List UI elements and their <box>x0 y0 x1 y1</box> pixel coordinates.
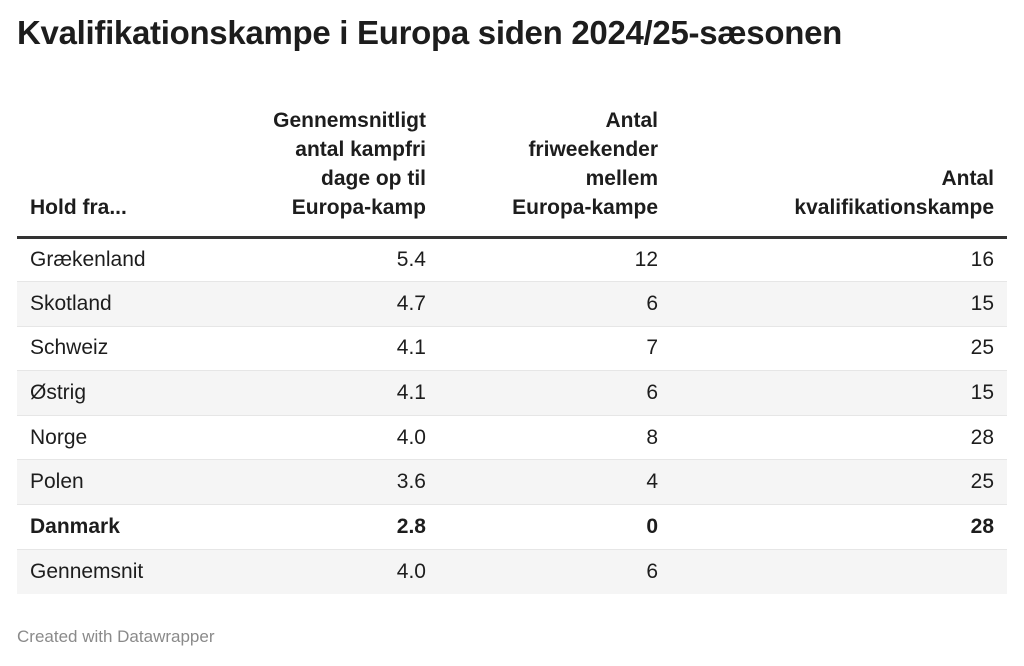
table-cell: 28 <box>671 504 1007 550</box>
table-cell: 6 <box>439 370 671 416</box>
table-cell: 7 <box>439 326 671 372</box>
row-label: Grækenland <box>17 237 217 283</box>
footer-credit: Created with Datawrapper <box>17 627 215 646</box>
table-cell: 4.0 <box>217 549 439 594</box>
row-label: Østrig <box>17 370 217 416</box>
table-header: Hold fra... Gennemsnitligt antal kampfri da… <box>17 103 1007 239</box>
table-cell: 16 <box>671 237 1007 283</box>
table-cell: 6 <box>439 549 671 594</box>
table-cell: 15 <box>671 370 1007 416</box>
table-row: Norge 4.0 8 28 <box>17 415 1007 461</box>
column-header-line: kvalifikationskampe <box>794 195 994 219</box>
table-cell: 25 <box>671 326 1007 372</box>
table-body: Grækenland 5.4 12 16 Skotland 4.7 6 15 Schweiz 4.… <box>17 237 1007 594</box>
column-header-line: friweekender <box>528 137 658 161</box>
table-cell: 2.8 <box>217 504 439 550</box>
table-cell: 25 <box>671 459 1007 506</box>
table-row: Skotland 4.7 6 15 <box>17 281 1007 327</box>
table-cell: 28 <box>671 415 1007 461</box>
table-cell: 4.1 <box>217 326 439 372</box>
table-cell: 0 <box>439 504 671 550</box>
column-header-line: Antal <box>941 166 995 190</box>
table-cell: 4.0 <box>217 415 439 461</box>
table-cell: 4.1 <box>217 370 439 416</box>
column-header-line: antal kampfri <box>295 137 426 161</box>
row-label: Skotland <box>17 281 217 327</box>
row-label: Schweiz <box>17 326 217 372</box>
table-cell <box>671 549 1007 594</box>
table-cell: 12 <box>439 237 671 283</box>
chart-title: Kvalifikationskampe i Europa siden 2024/… <box>17 14 842 51</box>
data-table: Hold fra... Gennemsnitligt antal kampfri da… <box>17 103 1007 594</box>
column-header-line: Europa-kamp <box>291 195 426 219</box>
row-label: Norge <box>17 415 217 461</box>
table-row: Danmark 2.8 0 28 <box>17 504 1007 550</box>
data-table-container: Hold fra... Gennemsnitligt antal kampfri da… <box>17 103 1007 594</box>
column-header-0: Hold fra... <box>17 103 217 239</box>
column-header-3: Antal kvalifikationskampe <box>671 103 1007 239</box>
table-cell: 3.6 <box>217 459 439 506</box>
column-header-line: Antal <box>605 108 659 132</box>
table-row: Østrig 4.1 6 15 <box>17 370 1007 416</box>
column-header-2: Antal friweekender mellem Europa-kampe <box>439 103 671 239</box>
header-row: Hold fra... Gennemsnitligt antal kampfri da… <box>17 103 1007 239</box>
table-row: Schweiz 4.1 7 25 <box>17 326 1007 372</box>
column-header-line: dage op til <box>321 166 426 190</box>
table-cell: 4 <box>439 459 671 506</box>
table-row: Gennemsnit 4.0 6 <box>17 549 1007 594</box>
table-cell: 4.7 <box>217 281 439 327</box>
table-cell: 15 <box>671 281 1007 327</box>
table-row: Polen 3.6 4 25 <box>17 459 1007 506</box>
column-header-1: Gennemsnitligt antal kampfri dage op til Eu… <box>217 103 439 239</box>
table-cell: 6 <box>439 281 671 327</box>
column-header-line: Hold fra... <box>30 195 127 219</box>
table-cell: 5.4 <box>217 237 439 283</box>
column-header-line: Europa-kampe <box>512 195 658 219</box>
table-cell: 8 <box>439 415 671 461</box>
row-label: Danmark <box>17 504 217 550</box>
row-label: Polen <box>17 459 217 506</box>
table-row: Grækenland 5.4 12 16 <box>17 237 1007 283</box>
column-header-line: mellem <box>585 166 658 190</box>
column-header-line: Gennemsnitligt <box>273 108 426 132</box>
row-label: Gennemsnit <box>17 549 217 594</box>
